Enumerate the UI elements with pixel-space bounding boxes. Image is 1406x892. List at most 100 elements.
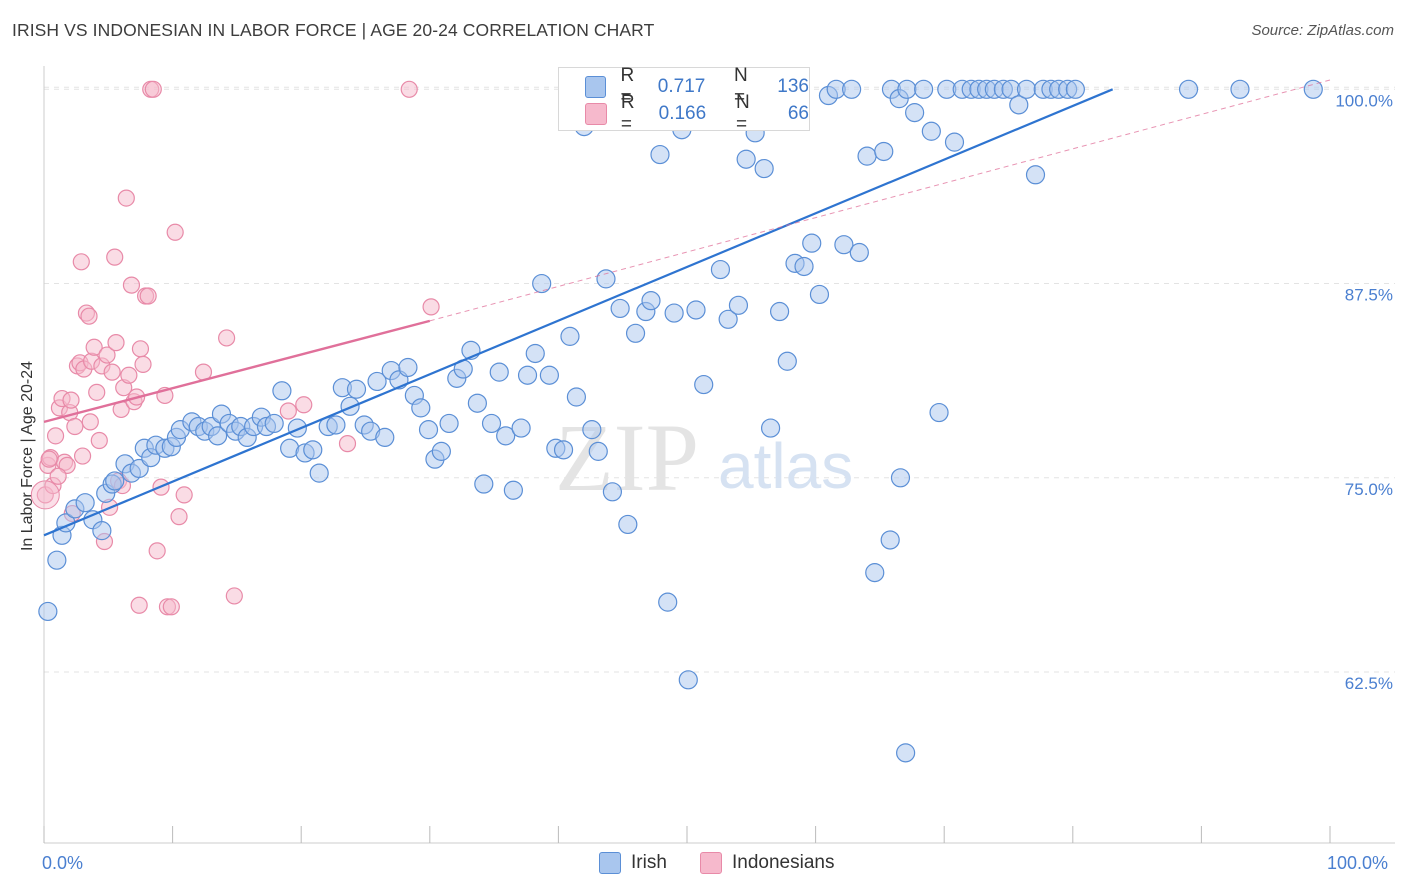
y-tick-label: 75.0% (1345, 480, 1393, 499)
indonesians-point (66, 417, 84, 436)
x-tick-label-min: 0.0% (42, 853, 84, 873)
irish-point (588, 441, 608, 461)
indonesians-point (80, 307, 98, 325)
irish-points (38, 79, 1323, 763)
indonesians-point (400, 80, 418, 98)
indonesians-r-value: 0.166 (658, 103, 707, 124)
indonesians-r-key: R = (620, 92, 635, 135)
indonesians-point (279, 402, 297, 420)
irish-n-value: 136 (777, 76, 809, 97)
indonesians-point (122, 276, 141, 294)
irish-point (890, 468, 911, 488)
irish-point (411, 398, 431, 418)
irish-point (896, 743, 916, 763)
indonesians-point (103, 363, 121, 381)
irish-point (566, 387, 587, 407)
irish-point (525, 343, 545, 364)
irish-point (47, 550, 67, 570)
irish-point (802, 233, 822, 253)
irish-point (596, 269, 616, 289)
legend-swatch-irish (599, 852, 621, 874)
indonesians-point (120, 366, 138, 384)
irish-point (375, 427, 395, 448)
irish-point (1009, 95, 1029, 115)
irish-point (777, 351, 797, 371)
irish-trend-line (43, 88, 1114, 537)
irish-point (728, 295, 749, 315)
irish-point (496, 426, 516, 446)
source-credit: Source: ZipAtlas.com (1251, 22, 1394, 39)
indonesians-point (106, 248, 124, 266)
indonesians-n-value: 66 (787, 103, 809, 124)
irish-point (874, 141, 894, 162)
irish-point (610, 298, 630, 319)
indonesians-trend-extension (429, 79, 1331, 322)
indonesians-point (170, 508, 188, 526)
irish-point (264, 413, 284, 434)
irish-point (582, 420, 602, 440)
irish-point (309, 463, 329, 483)
indonesians-point (40, 450, 58, 468)
indonesians-point (139, 287, 157, 305)
indonesians-point-large (30, 480, 60, 510)
y-tick-label: 62.5% (1345, 674, 1393, 693)
legend-item-indonesians[interactable]: Indonesians (700, 852, 834, 874)
irish-point (809, 284, 830, 305)
gridlines (44, 86, 1395, 673)
irish-point (1230, 79, 1250, 99)
irish-point (602, 482, 623, 502)
irish-point (694, 374, 714, 395)
irish-point (75, 493, 95, 513)
indonesians-point (175, 486, 193, 504)
watermark-zip: ZIP (555, 404, 699, 511)
irish-point (921, 121, 941, 141)
irish-point (678, 670, 698, 690)
irish-point (929, 402, 949, 423)
irish-point (1178, 79, 1199, 99)
indonesians-n-key: N = (736, 92, 750, 135)
indonesians-point (134, 355, 152, 373)
irish-point (849, 242, 869, 263)
irish-point (625, 323, 646, 343)
indonesians-point (131, 340, 150, 358)
irish-point (208, 426, 228, 446)
irish-point (914, 79, 934, 99)
irish-point (38, 601, 58, 622)
irish-point (92, 521, 112, 541)
irish-point (474, 474, 494, 494)
indonesians-point (72, 253, 90, 271)
legend-item-irish[interactable]: Irish (599, 852, 667, 874)
indonesians-points (30, 80, 440, 616)
indonesians-point (81, 413, 99, 431)
irish-point (346, 379, 367, 399)
irish-point (532, 273, 552, 294)
irish-point (539, 365, 559, 385)
irish-point (944, 132, 965, 152)
irish-point (641, 291, 661, 311)
y-tick-label: 100.0% (1335, 91, 1393, 110)
irish-point (754, 158, 774, 179)
irish-r-value: 0.717 (657, 76, 706, 97)
irish-point (769, 301, 790, 322)
irish-point (511, 418, 531, 438)
irish-point (736, 149, 756, 169)
irish-point (340, 396, 360, 416)
legend-label-indonesians: Indonesians (732, 852, 835, 873)
irish-point (834, 235, 854, 255)
chart-title: IRISH VS INDONESIAN IN LABOR FORCE | AGE… (12, 20, 655, 40)
legend-swatch-indonesians (700, 852, 722, 874)
irish-point (842, 79, 862, 99)
indonesians-point (88, 383, 106, 401)
irish-point (560, 326, 580, 346)
irish-point (553, 440, 574, 460)
indonesians-point (338, 435, 357, 453)
irish-point (326, 415, 346, 435)
irish-point (367, 371, 387, 392)
irish-point (686, 300, 706, 320)
irish-point (418, 420, 439, 440)
indonesians-point (148, 542, 166, 560)
irish-point (517, 365, 538, 385)
irish-point (794, 256, 814, 277)
indonesians-point (73, 447, 92, 465)
